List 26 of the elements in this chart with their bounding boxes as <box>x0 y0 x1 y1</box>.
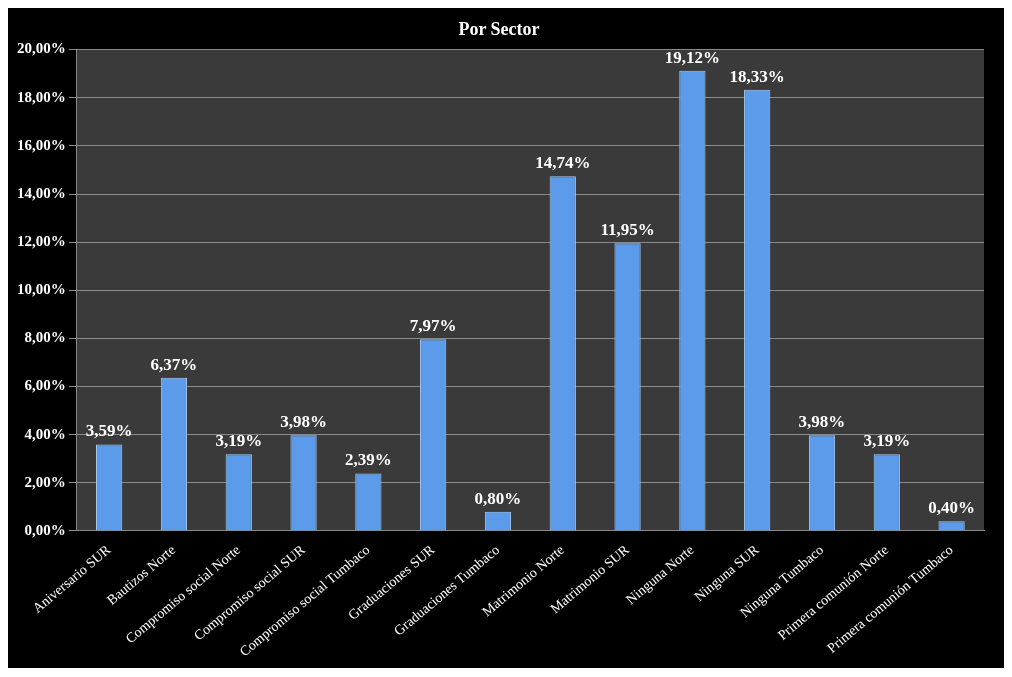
y-tick-label: 20,00% <box>17 40 66 57</box>
data-label: 0,40% <box>928 498 975 518</box>
data-label: 18,33% <box>729 66 785 86</box>
chart-title: Por Sector <box>458 19 540 40</box>
y-tick-label: 18,00% <box>17 88 66 105</box>
y-tick-label: 0,00% <box>24 521 66 538</box>
y-tick-label: 10,00% <box>17 281 66 298</box>
y-tick-label: 12,00% <box>17 233 66 250</box>
data-label: 6,37% <box>150 354 198 374</box>
data-label: 0,80% <box>474 488 522 508</box>
y-tick-label: 14,00% <box>17 184 66 201</box>
y-tick-label: 2,00% <box>24 473 66 490</box>
y-tick-label: 16,00% <box>17 136 66 153</box>
data-label: 11,95% <box>600 220 655 240</box>
data-label: 3,19% <box>215 431 263 451</box>
y-tick-label: 6,00% <box>24 377 66 394</box>
data-label: 7,97% <box>409 316 457 336</box>
data-label: 3,98% <box>280 412 327 432</box>
data-label: 3,98% <box>798 412 846 432</box>
data-label: 14,74% <box>535 153 591 173</box>
y-tick-label: 8,00% <box>24 329 66 346</box>
data-label: 19,12% <box>664 47 721 67</box>
data-label: 3,19% <box>863 431 911 451</box>
data-label: 2,39% <box>344 450 392 470</box>
y-tick-label: 4,00% <box>24 425 66 442</box>
data-label: 3,59% <box>85 421 133 441</box>
